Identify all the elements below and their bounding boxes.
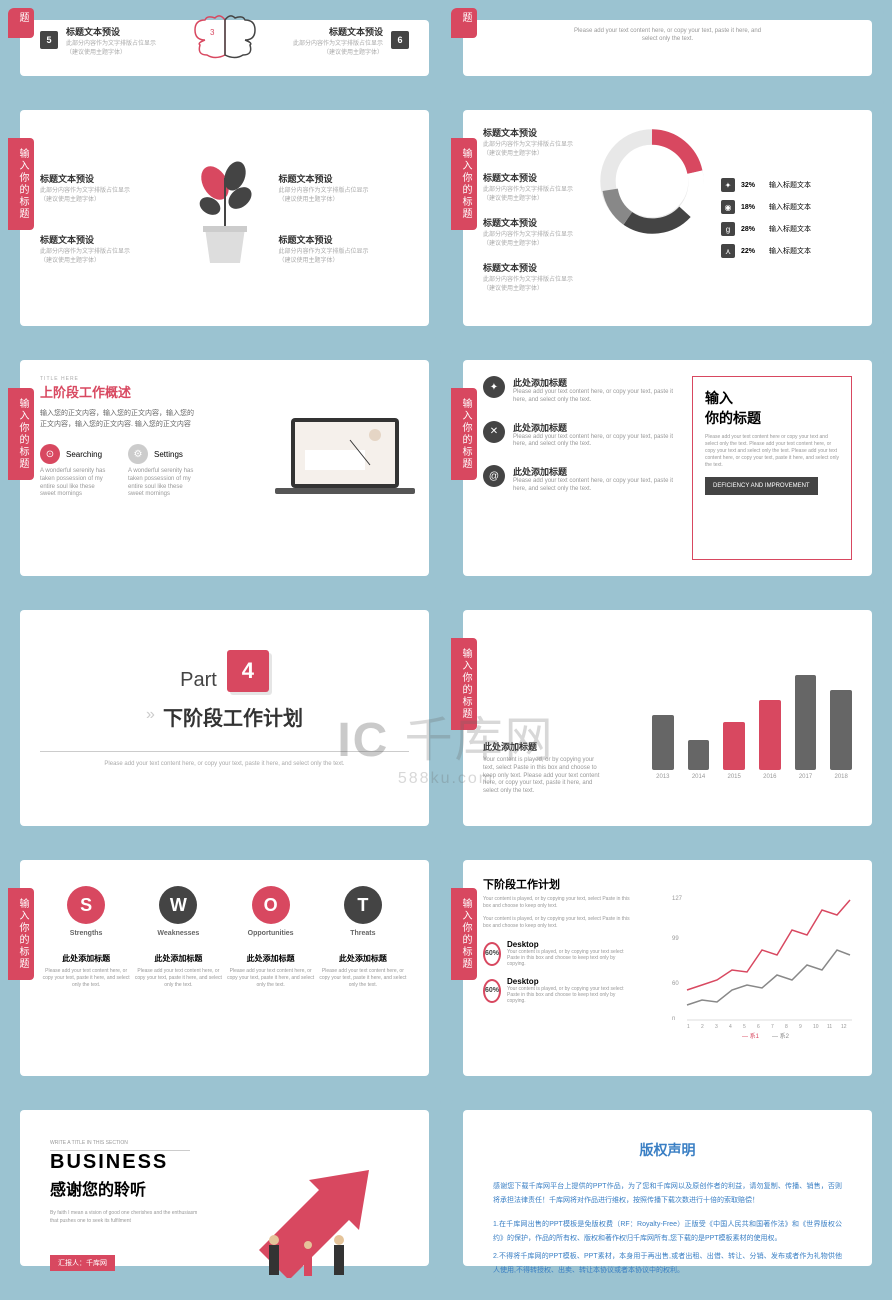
- slide-11: WRITE A TITLE IN THIS SECTION BUSINESS 感…: [8, 1098, 441, 1278]
- cross-icon: ✕: [483, 421, 505, 443]
- slide-9: 输入你的标题 SStrengthsWWeaknessesOOpportuniti…: [8, 848, 441, 1088]
- slide-5: 输入你的标题 TITLE HERE 上阶段工作概述 输入您的正文内容，输入您的正…: [8, 348, 441, 588]
- plant-icon: [185, 158, 265, 278]
- slide-2: 题 Please add your text content here, or …: [451, 8, 884, 88]
- slide-4: 输入你的标题 标题文本预设此部分内容作为文字排版占位显示（建议使用主题字体）标题…: [451, 98, 884, 338]
- svg-text:99: 99: [672, 936, 679, 942]
- star-icon: ✦: [483, 376, 505, 398]
- gear-icon: ⚙: [128, 444, 148, 464]
- slide-tab: 输入你的标题: [8, 138, 34, 230]
- slide-6: 输入你的标题 ✦ 此处添加标题Please add your text cont…: [451, 348, 884, 588]
- slide-10: 输入你的标题 下阶段工作计划 Your content is played, o…: [451, 848, 884, 1088]
- donut-chart: [597, 126, 707, 236]
- line-chart: 127 99 60 n 123456789101112 — 系1 — 系2: [672, 890, 852, 1040]
- slide-7: Part 4 » 下阶段工作计划 Please add your text co…: [8, 598, 441, 838]
- highlight-box: 输入 你的标题 Please add your text content her…: [692, 376, 852, 560]
- svg-text:60: 60: [672, 981, 679, 987]
- svg-text:3: 3: [715, 1024, 718, 1030]
- svg-text:— 系1: — 系1: [742, 1032, 760, 1040]
- search-icon: ⊙: [40, 444, 60, 464]
- slide-3: 输入你的标题 标题文本预设 此部分内容作为文字排版占位显示 （建议使用主题字体）…: [8, 98, 441, 338]
- slide-tab: 输入你的标题: [451, 138, 477, 230]
- num-box-6: 6: [391, 31, 409, 49]
- svg-text:— 系2: — 系2: [772, 1032, 790, 1040]
- slide-grid: 题 5 标题文本预设 此部分内容作为文字排版占位显示 （建议使用主题字体） 3 …: [8, 8, 884, 1278]
- svg-text:9: 9: [799, 1024, 802, 1030]
- laptop-image: [275, 410, 415, 510]
- svg-text:n: n: [672, 1016, 675, 1022]
- slide-tab: 输入你的标题: [451, 638, 477, 730]
- svg-text:10: 10: [813, 1024, 819, 1030]
- slide-tab: 输入你的标题: [451, 888, 477, 980]
- slide-tab: 输入你的标题: [451, 388, 477, 480]
- svg-text:12: 12: [841, 1024, 847, 1030]
- text-preset-desc: 此部分内容作为文字排版占位显示: [66, 38, 156, 47]
- at-icon: @: [483, 465, 505, 487]
- slide-tab: 输入你的标题: [8, 888, 34, 980]
- slide-tab: 题: [8, 8, 34, 38]
- brain-icon: 3: [185, 15, 265, 65]
- svg-text:4: 4: [729, 1024, 732, 1030]
- svg-text:127: 127: [672, 896, 683, 902]
- slide-12: 版权声明 感谢您下载千库网平台上提供的PPT作品，为了您和千库网以及原创作者的利…: [451, 1098, 884, 1278]
- svg-text:2: 2: [701, 1024, 704, 1030]
- svg-text:3: 3: [210, 28, 215, 37]
- svg-text:8: 8: [785, 1024, 788, 1030]
- svg-text:1: 1: [687, 1024, 690, 1030]
- slide-tab: 输入你的标题: [8, 388, 34, 480]
- arrow-illustration: [239, 1150, 399, 1278]
- slide-8: 输入你的标题 201320142015201620172018 此处添加标题 Y…: [451, 598, 884, 838]
- svg-text:5: 5: [743, 1024, 746, 1030]
- part-number: 4: [227, 650, 269, 692]
- svg-text:6: 6: [757, 1024, 760, 1030]
- svg-text:7: 7: [771, 1024, 774, 1030]
- svg-text:11: 11: [827, 1024, 832, 1030]
- num-box-5: 5: [40, 31, 58, 49]
- slide-tab: 题: [451, 8, 477, 38]
- chevron-icon: »: [146, 706, 155, 724]
- text-preset-title: 标题文本预设: [66, 25, 156, 38]
- slide-1: 题 5 标题文本预设 此部分内容作为文字排版占位显示 （建议使用主题字体） 3 …: [8, 8, 441, 88]
